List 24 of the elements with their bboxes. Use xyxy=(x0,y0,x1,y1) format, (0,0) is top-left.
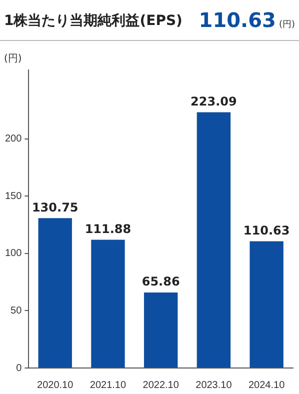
bar xyxy=(196,112,231,368)
bar xyxy=(144,292,178,368)
text: (円) xyxy=(278,20,295,30)
text: 110.63 xyxy=(198,8,276,32)
x-tick-label: 2021.10 xyxy=(90,380,126,391)
y-tick-label: 50 xyxy=(10,305,22,316)
data-label: 65.86 xyxy=(142,274,180,289)
x-tick-label: 2024.10 xyxy=(248,380,286,391)
x-tick-label: 2020.10 xyxy=(37,380,74,391)
y-tick-label: 0 xyxy=(16,362,22,374)
y-axis-title: (円) xyxy=(4,54,22,65)
data-label: 110.63 xyxy=(243,223,290,238)
bar xyxy=(250,241,284,368)
data-label: 223.09 xyxy=(190,94,237,108)
chart-title: 1株当たり当期純利益(EPS) xyxy=(4,12,182,30)
x-tick-label: 2022.10 xyxy=(142,380,180,391)
y-tick-label: 150 xyxy=(4,190,22,202)
bar xyxy=(38,218,72,368)
data-label: 111.88 xyxy=(84,222,132,236)
bar xyxy=(91,240,125,368)
data-label: 130.75 xyxy=(32,200,78,214)
y-tick-label: 200 xyxy=(4,134,22,145)
x-tick-label: 2023.10 xyxy=(196,380,232,391)
y-tick-label: 100 xyxy=(4,248,22,260)
